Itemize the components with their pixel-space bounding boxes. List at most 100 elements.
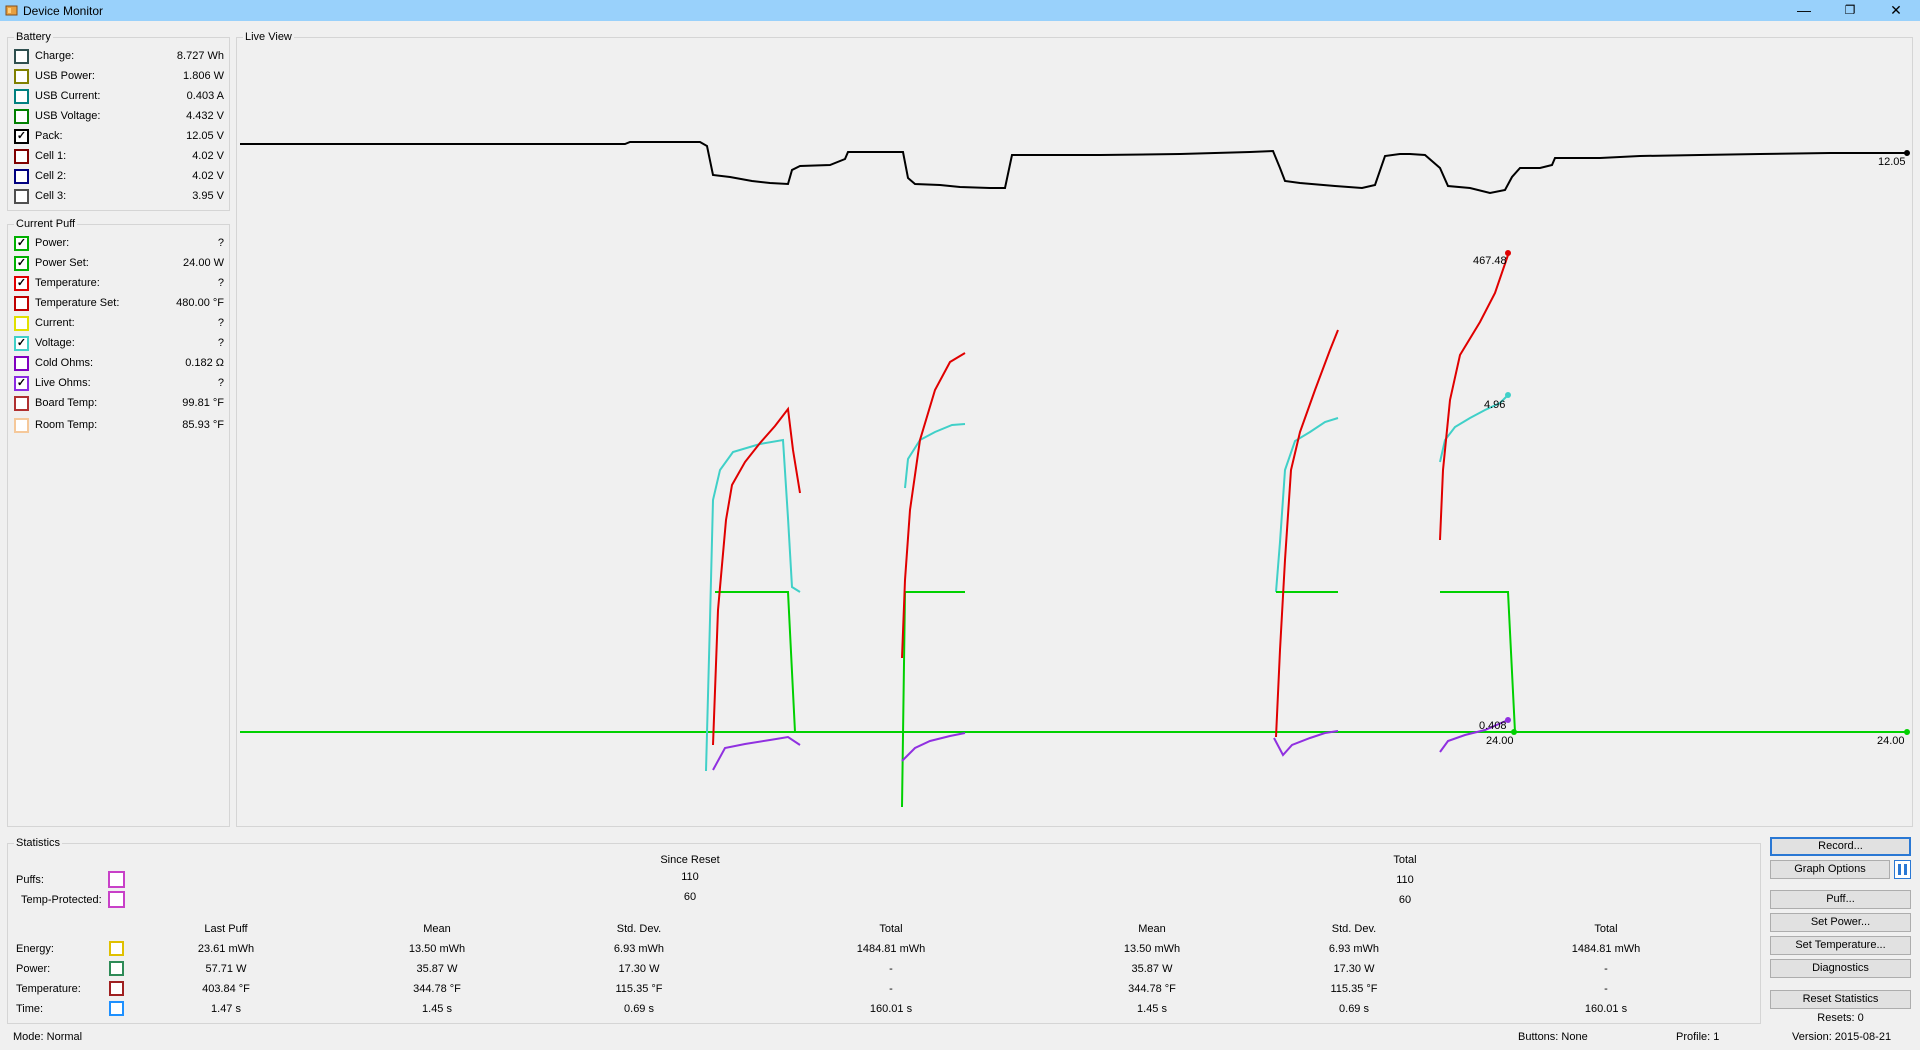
- reset-statistics-button[interactable]: Reset Statistics: [1770, 990, 1911, 1009]
- puff-checkbox[interactable]: [14, 296, 29, 311]
- minimize-button[interactable]: —: [1797, 2, 1811, 18]
- puff-checkbox[interactable]: [14, 356, 29, 371]
- diagnostics-button[interactable]: Diagnostics: [1770, 959, 1911, 978]
- puff-label: Board Temp:: [35, 397, 98, 409]
- live-view-group: Live View: [236, 31, 1913, 827]
- puff-label: Voltage:: [35, 337, 75, 349]
- puff-row: ✓ Live Ohms:?: [12, 375, 228, 392]
- stats-cell: 160.01 s: [1584, 1003, 1628, 1015]
- stats-cell: 403.84 °F: [202, 983, 250, 995]
- puff-checkbox[interactable]: ✓: [14, 376, 29, 391]
- pause-button[interactable]: [1894, 860, 1911, 879]
- puff-row: Current:?: [12, 315, 228, 332]
- stats-row-label: Time:: [16, 1003, 44, 1015]
- puff-row: ✓ Voltage:?: [12, 335, 228, 352]
- puff-button[interactable]: Puff...: [1770, 890, 1911, 909]
- temp-protected-label: Temp-Protected:: [21, 894, 102, 906]
- puffs-label: Puffs:: [16, 874, 44, 886]
- pack-end-label: 12.05: [1878, 156, 1906, 168]
- battery-checkbox[interactable]: [14, 89, 29, 104]
- stats-cell: 115.35 °F: [615, 983, 663, 995]
- stats-cell: 17.30 W: [1333, 963, 1375, 975]
- graph-options-button[interactable]: Graph Options: [1770, 860, 1890, 879]
- stats-cell: 1.47 s: [211, 1003, 241, 1015]
- restore-button[interactable]: ❐: [1844, 3, 1856, 17]
- battery-label: USB Power:: [35, 70, 95, 82]
- stats-color-box[interactable]: [109, 961, 124, 976]
- puff-checkbox[interactable]: ✓: [14, 276, 29, 291]
- stats-row-label: Power:: [16, 963, 51, 975]
- puff-label: Power:: [35, 237, 70, 249]
- pause-icon: [1898, 864, 1907, 875]
- stats-cell: 1.45 s: [1137, 1003, 1167, 1015]
- stats-color-box[interactable]: [109, 941, 124, 956]
- voltage-peak-dot: [1505, 392, 1511, 398]
- puff-row: Temperature Set: 480.00 °F: [12, 295, 228, 312]
- battery-row: USB Power: 1.806 W: [12, 68, 228, 85]
- puff-checkbox[interactable]: ✓: [14, 256, 29, 271]
- stats-column-header: Last Puff: [204, 923, 248, 935]
- temperature-peak-dot: [1505, 250, 1511, 256]
- stats-cell: 0.69 s: [1339, 1003, 1369, 1015]
- window-title: Device Monitor: [23, 4, 104, 18]
- pack-series: [240, 141, 1907, 195]
- close-button[interactable]: ✕: [1890, 2, 1902, 18]
- battery-value: 12.05 V: [186, 130, 224, 142]
- stats-cell: 6.93 mWh: [1328, 943, 1380, 955]
- puff-checkbox[interactable]: [14, 396, 29, 411]
- status-version: Version: 2015-08-21: [1792, 1031, 1892, 1043]
- temperature-peak-label: 467.48: [1473, 255, 1507, 267]
- stats-cell: -: [1604, 963, 1608, 975]
- temp-protected-total: 60: [1398, 894, 1412, 906]
- puff-label: Temperature Set:: [35, 297, 120, 309]
- temperature-puff-4: [1439, 254, 1509, 541]
- power-end-dot: [1904, 729, 1910, 735]
- title-bar: Device Monitor — ❐ ✕: [0, 0, 1920, 21]
- record-button[interactable]: Record...: [1770, 837, 1911, 856]
- set-temperature-button[interactable]: Set Temperature...: [1770, 936, 1911, 955]
- puff-checkbox[interactable]: ✓: [14, 336, 29, 351]
- battery-checkbox[interactable]: [14, 69, 29, 84]
- puff-row: Board Temp: 99.81 °F: [12, 395, 228, 412]
- puff-value: ?: [217, 277, 224, 289]
- stats-cell: 17.30 W: [618, 963, 660, 975]
- puff-label: Live Ohms:: [35, 377, 91, 389]
- puff-label: Power Set:: [35, 257, 89, 269]
- puff-value: ?: [217, 237, 224, 249]
- battery-checkbox[interactable]: ✓: [14, 129, 29, 144]
- ohms-puff-3: [1273, 730, 1339, 757]
- power-puff-4: [1440, 591, 1516, 733]
- stats-cell: 57.71 W: [205, 963, 247, 975]
- stats-cell: 0.69 s: [624, 1003, 654, 1015]
- puff-value: 99.81 °F: [182, 397, 224, 409]
- set-power-button[interactable]: Set Power...: [1770, 913, 1911, 932]
- power-set-mid-label: 24.00: [1486, 735, 1514, 747]
- puff-value: 480.00 °F: [176, 297, 224, 309]
- battery-label: Cell 3:: [35, 190, 67, 202]
- puff-value: ?: [217, 377, 224, 389]
- status-mode: Mode: Normal: [13, 1031, 83, 1043]
- stats-column-header: Std. Dev.: [1331, 923, 1377, 935]
- battery-checkbox[interactable]: [14, 49, 29, 64]
- stats-color-box[interactable]: [109, 1001, 124, 1016]
- puff-row: ✓ Power Set: 24.00 W: [12, 255, 228, 272]
- voltage-puff-1: [705, 438, 801, 772]
- stats-color-box[interactable]: [109, 981, 124, 996]
- voltage-puff-2: [904, 423, 966, 489]
- puff-value: 24.00 W: [183, 257, 224, 269]
- temp-protected-color-box[interactable]: [108, 891, 125, 908]
- puffs-color-box[interactable]: [108, 871, 125, 888]
- puff-checkbox[interactable]: [14, 316, 29, 331]
- puff-value: 85.93 °F: [182, 419, 224, 431]
- puff-checkbox[interactable]: ✓: [14, 236, 29, 251]
- puff-row: ✓ Power:?: [12, 235, 228, 252]
- battery-checkbox[interactable]: [14, 149, 29, 164]
- puff-value: 0.182 Ω: [185, 357, 224, 369]
- battery-checkbox[interactable]: [14, 169, 29, 184]
- battery-checkbox[interactable]: [14, 109, 29, 124]
- puff-checkbox[interactable]: [14, 418, 29, 433]
- battery-checkbox[interactable]: [14, 189, 29, 204]
- battery-label: Cell 1:: [35, 150, 67, 162]
- puffs-since-reset: 110: [681, 871, 699, 883]
- puff-row: ✓ Temperature:?: [12, 275, 228, 292]
